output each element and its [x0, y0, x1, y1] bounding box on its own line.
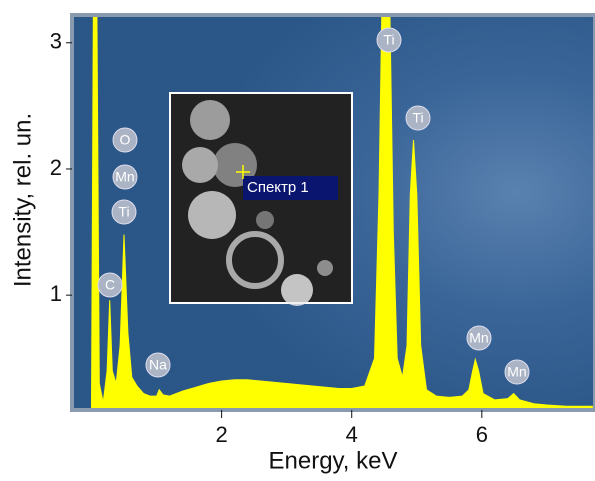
- peak-label-badge: [504, 359, 530, 385]
- peak-label: Mn: [469, 330, 488, 346]
- peak-label-badge: [466, 325, 492, 351]
- spectrum-area: [91, 15, 593, 410]
- particle: [190, 100, 230, 140]
- y-axis-title: Intensity, rel. un.: [9, 113, 36, 287]
- x-tick-label: 2: [215, 422, 227, 447]
- inset-image: Спектр 1: [169, 92, 353, 306]
- peak-label: Ti: [118, 204, 129, 220]
- peak-label-badge: [112, 164, 138, 190]
- y-tick-label: 2: [50, 155, 62, 180]
- y-tick-label: 3: [50, 29, 62, 54]
- y-tick-label: 1: [50, 281, 62, 306]
- peak-label: O: [120, 132, 131, 148]
- x-tick-label: 6: [476, 422, 488, 447]
- plot-frame: [70, 13, 595, 412]
- peak-label-badge: [145, 352, 171, 378]
- particle: [281, 274, 313, 306]
- peak-label-badge: [405, 105, 431, 131]
- spectrum-label-box: [243, 176, 338, 200]
- peak-label-badge: [376, 27, 402, 53]
- peak-label-badge: [111, 199, 137, 225]
- peak-label: C: [105, 277, 115, 293]
- peak-label: Ti: [412, 110, 423, 126]
- spectrum-label: Спектр 1: [247, 179, 309, 196]
- x-tick-label: 4: [346, 422, 358, 447]
- particle: [256, 211, 274, 229]
- peak-label: Ti: [383, 32, 394, 48]
- x-axis-title: Energy, keV: [269, 447, 398, 474]
- peak-label: Mn: [115, 169, 134, 185]
- peak-label-badge: [97, 272, 123, 298]
- particle: [182, 147, 218, 183]
- particle: [317, 260, 333, 276]
- peak-label-badge: [112, 127, 138, 153]
- particle: [188, 191, 236, 239]
- peak-label: Na: [149, 357, 167, 373]
- plot: [91, 15, 593, 410]
- particle: [226, 231, 284, 289]
- peak-label: Mn: [507, 364, 526, 380]
